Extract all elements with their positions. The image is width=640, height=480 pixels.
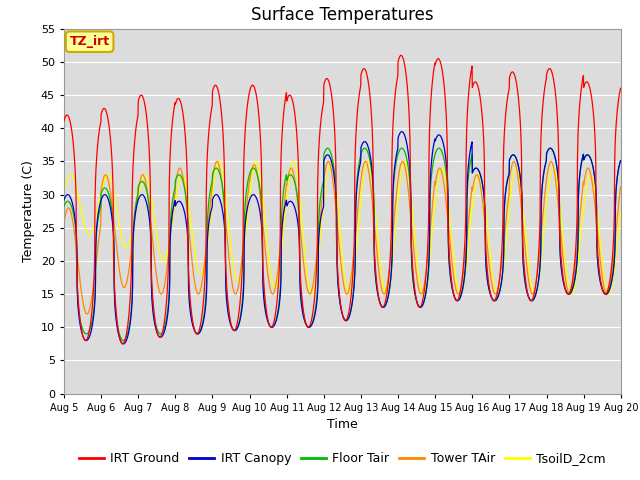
IRT Ground bbox=[358, 67, 366, 73]
Floor Tair bbox=[617, 158, 625, 164]
TsoilD_2cm bbox=[215, 158, 223, 164]
IRT Ground bbox=[617, 85, 625, 91]
Line: TsoilD_2cm: TsoilD_2cm bbox=[64, 161, 621, 294]
Floor Tair bbox=[371, 262, 378, 267]
Tower TAir bbox=[504, 196, 512, 202]
Tower TAir bbox=[584, 166, 591, 172]
Title: Surface Temperatures: Surface Temperatures bbox=[251, 6, 434, 24]
IRT Canopy bbox=[584, 152, 591, 158]
TsoilD_2cm bbox=[493, 291, 501, 297]
Text: TZ_irt: TZ_irt bbox=[70, 35, 109, 48]
TsoilD_2cm bbox=[617, 208, 625, 214]
IRT Ground bbox=[371, 252, 378, 258]
Tower TAir bbox=[60, 219, 68, 225]
IRT Canopy bbox=[617, 158, 625, 164]
Tower TAir bbox=[216, 166, 223, 171]
X-axis label: Time: Time bbox=[327, 418, 358, 431]
Line: Floor Tair: Floor Tair bbox=[64, 148, 621, 340]
TsoilD_2cm bbox=[371, 200, 378, 205]
IRT Ground bbox=[60, 118, 68, 124]
Tower TAir bbox=[371, 227, 379, 233]
Tower TAir bbox=[213, 158, 221, 164]
TsoilD_2cm bbox=[568, 291, 575, 297]
IRT Ground bbox=[568, 282, 575, 288]
TsoilD_2cm bbox=[584, 180, 591, 185]
Y-axis label: Temperature (C): Temperature (C) bbox=[22, 160, 35, 262]
IRT Ground bbox=[216, 94, 223, 100]
Floor Tair bbox=[358, 147, 366, 153]
IRT Canopy bbox=[398, 129, 406, 134]
Tower TAir bbox=[568, 287, 575, 292]
TsoilD_2cm bbox=[60, 189, 68, 195]
Line: Tower TAir: Tower TAir bbox=[64, 161, 621, 314]
Line: IRT Canopy: IRT Canopy bbox=[64, 132, 621, 344]
Line: IRT Ground: IRT Ground bbox=[64, 55, 621, 344]
Tower TAir bbox=[617, 184, 625, 190]
Floor Tair bbox=[120, 337, 127, 343]
IRT Canopy bbox=[568, 288, 575, 294]
IRT Canopy bbox=[60, 197, 68, 203]
Tower TAir bbox=[359, 165, 367, 171]
IRT Canopy bbox=[358, 141, 366, 146]
IRT Canopy bbox=[120, 341, 127, 347]
IRT Canopy bbox=[216, 195, 223, 201]
TsoilD_2cm bbox=[216, 159, 223, 165]
TsoilD_2cm bbox=[504, 216, 512, 222]
IRT Canopy bbox=[504, 173, 512, 179]
Floor Tair bbox=[216, 170, 223, 176]
Floor Tair bbox=[584, 152, 591, 158]
Legend: IRT Ground, IRT Canopy, Floor Tair, Tower TAir, TsoilD_2cm: IRT Ground, IRT Canopy, Floor Tair, Towe… bbox=[74, 447, 611, 470]
Tower TAir bbox=[83, 311, 91, 317]
IRT Ground bbox=[397, 52, 405, 58]
IRT Ground bbox=[504, 89, 512, 95]
IRT Ground bbox=[584, 79, 591, 85]
IRT Ground bbox=[119, 341, 127, 347]
TsoilD_2cm bbox=[358, 182, 366, 188]
Floor Tair bbox=[60, 203, 68, 209]
IRT Canopy bbox=[371, 260, 378, 265]
Floor Tair bbox=[547, 145, 554, 151]
Floor Tair bbox=[504, 174, 512, 180]
Floor Tair bbox=[568, 288, 575, 294]
